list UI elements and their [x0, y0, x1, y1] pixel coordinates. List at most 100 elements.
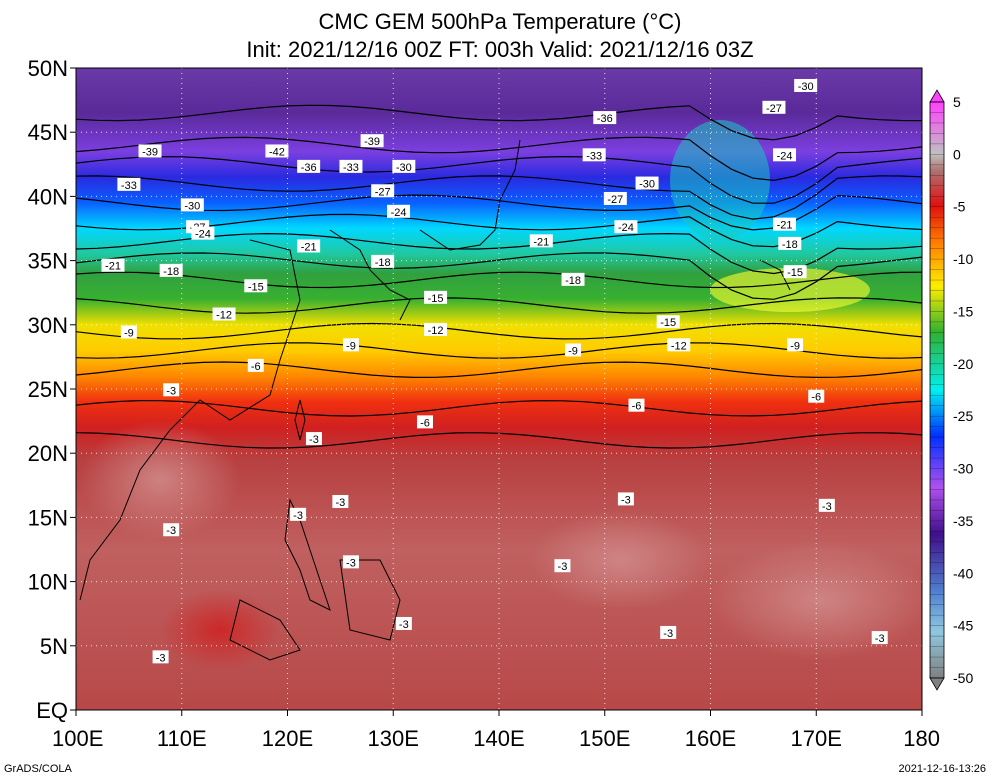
contour-label: -3 — [663, 628, 673, 640]
contour-label-bg — [247, 358, 264, 372]
contour-label: -3 — [558, 561, 568, 573]
lat-tick-label: 30N — [28, 313, 68, 338]
contour-label: -21 — [105, 261, 121, 273]
contour-label-bg — [392, 159, 416, 173]
lat-tick-label: EQ — [36, 698, 68, 723]
lon-tick-label: 150E — [579, 726, 630, 751]
contour-label-bg — [163, 523, 180, 537]
contour-label: -18 — [163, 266, 179, 278]
contour-label-bg — [667, 338, 691, 352]
contour-label-bg — [529, 234, 553, 248]
contour-label-bg — [762, 100, 786, 114]
contour-label: -9 — [790, 340, 800, 352]
contour-label: -21 — [777, 220, 793, 232]
contour-label-bg — [290, 507, 307, 521]
contour-label: -42 — [269, 146, 285, 158]
lat-tick-label: 50N — [28, 56, 68, 81]
contour-label-bg — [342, 338, 359, 352]
contour-label-bg — [614, 220, 638, 234]
contour-label: -15 — [248, 281, 264, 293]
contour-label-bg — [660, 625, 677, 639]
lat-tick-label: 15N — [28, 505, 68, 530]
contour-label-bg — [297, 239, 321, 253]
lon-tick-label: 120E — [262, 726, 313, 751]
contour-label-bg — [159, 263, 183, 277]
isotherm — [76, 322, 922, 340]
contour-label-bg — [818, 498, 835, 512]
trough-patch — [670, 120, 770, 240]
contour-label: -3 — [293, 510, 303, 522]
contour-label-bg — [787, 338, 804, 352]
contour-label: -12 — [428, 325, 444, 337]
contour-label-bg — [339, 159, 363, 173]
contour-label-bg — [387, 204, 411, 218]
contour-label-bg — [180, 198, 204, 212]
contour-label: -6 — [420, 417, 430, 429]
contour-label-bg — [778, 236, 802, 250]
contour-label: -15 — [660, 317, 676, 329]
contour-label: -3 — [399, 619, 409, 631]
contour-label-bg — [117, 177, 141, 191]
contour-label: -27 — [766, 103, 782, 115]
contour-label-bg — [871, 631, 888, 645]
isotherm — [76, 399, 922, 417]
contour-label-bg — [808, 389, 825, 403]
contour-label: -39 — [142, 146, 158, 158]
timestamp-label: 2021-12-16-13:26 — [898, 763, 986, 775]
contour-label: -3 — [309, 434, 319, 446]
lat-tick-label: 40N — [28, 184, 68, 209]
contour-label: -12 — [671, 340, 687, 352]
contour-label-bg — [163, 383, 180, 397]
isotherm — [76, 361, 922, 379]
contour-label: -3 — [156, 652, 166, 664]
contour-label-bg — [305, 432, 322, 446]
contour-label: -30 — [639, 179, 655, 191]
map-field: -30 -27 -36 -39 -39 -42 -33 -24 -36 -33 -30 -30 -33 -… — [76, 68, 922, 710]
grid-lines — [76, 68, 922, 710]
contour-label-bg — [212, 307, 236, 321]
contour-label-bg — [554, 559, 571, 573]
colorbar-label: -50 — [953, 670, 973, 686]
colorbar-label: -5 — [953, 199, 966, 215]
contour-label: -36 — [301, 162, 317, 174]
contour-label: -36 — [597, 113, 613, 125]
contour-label-bg — [617, 492, 634, 506]
latitude-axis: 50N 45N 40N 35N 30N 25N 20N 15N 10N 5N EQ — [28, 56, 76, 723]
contour-label-bg — [371, 184, 395, 198]
colorbar-scale — [929, 101, 945, 679]
isotherm — [76, 271, 922, 289]
contour-label-bg — [565, 343, 582, 357]
isotherm — [76, 175, 922, 220]
contour-label-bg — [395, 616, 412, 630]
contour-label-bg — [773, 148, 797, 162]
contour-label-bg — [794, 78, 818, 92]
contour-label-bg — [138, 144, 162, 158]
contour-labels: -30 -27 -36 -39 -39 -42 -33 -24 -36 -33 -30 -30 -33 -… — [101, 78, 888, 664]
contour-label: -18 — [565, 275, 581, 287]
colorbar-label: -40 — [953, 565, 973, 581]
contour-label: -30 — [798, 81, 814, 93]
colorbar-max-arrow — [929, 89, 945, 103]
warm-patch — [710, 540, 922, 660]
coastline — [339, 559, 401, 641]
contour-label-bg — [656, 315, 680, 329]
contour-label-bg — [561, 272, 585, 286]
isotherm — [76, 136, 922, 182]
contour-label: -3 — [166, 525, 176, 537]
colorbar-label: -35 — [953, 513, 973, 529]
coastline — [329, 229, 411, 321]
contour-label: -21 — [301, 241, 317, 253]
contour-label: -27 — [375, 186, 391, 198]
isotherm — [76, 155, 922, 204]
contour-label-bg — [360, 134, 384, 148]
contour-label-bg — [332, 494, 349, 508]
contour-label: -9 — [124, 328, 134, 340]
contour-label: -24 — [195, 229, 211, 241]
contour-label-bg — [582, 148, 606, 162]
contour-label: -30 — [184, 200, 200, 212]
colorbar-label: -15 — [953, 303, 973, 319]
contour-label: -33 — [121, 180, 137, 192]
contour-label-bg — [191, 226, 215, 240]
contour-label-bg — [244, 279, 268, 293]
chart-subtitle: Init: 2021/12/16 00Z FT: 003h Valid: 202… — [246, 37, 754, 62]
